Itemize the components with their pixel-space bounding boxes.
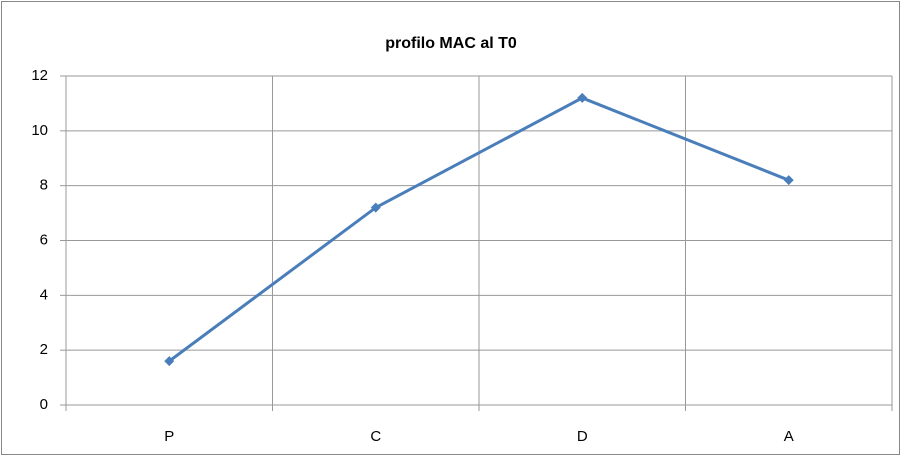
x-tick-label: P — [164, 428, 174, 445]
y-tick-label: 2 — [40, 341, 48, 358]
y-tick-label: 12 — [31, 67, 48, 84]
y-tick-label: 10 — [31, 122, 48, 139]
x-tick-label: A — [784, 428, 794, 445]
chart-frame — [1, 1, 900, 455]
data-line — [168, 96, 790, 363]
x-tick-label: D — [577, 428, 588, 445]
data-point — [164, 356, 175, 367]
data-point — [577, 92, 588, 103]
data-point — [370, 202, 381, 213]
x-tick-label: C — [370, 428, 381, 445]
y-tick-label: 4 — [40, 286, 48, 303]
y-tick-label: 8 — [40, 177, 48, 194]
chart-title: profilo MAC al T0 — [385, 35, 517, 52]
y-tick-label: 6 — [40, 231, 48, 248]
y-tick-label: 0 — [40, 396, 48, 413]
data-point — [783, 175, 794, 186]
